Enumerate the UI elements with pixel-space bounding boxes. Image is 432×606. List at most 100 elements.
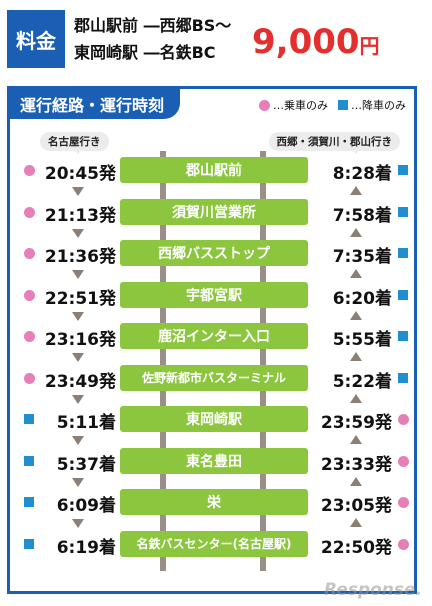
alighting-square-icon <box>24 414 34 424</box>
direction-down-arrow-icon <box>72 477 84 487</box>
departure-arrival-time-left: 20:45発 <box>44 164 116 184</box>
direction-label-right: 西郷・須賀川・郡山行き <box>268 132 400 151</box>
direction-pointer-right-icon <box>350 147 362 154</box>
stop-row: 6:09着栄 23:05発 <box>10 487 414 517</box>
stop-row: 21:36発 西郷バスストップ 7:35着 <box>10 238 414 268</box>
boarding-dot-icon <box>24 331 35 342</box>
timetable-panel: 運行経路・運行時刻 …乗車のみ …降車のみ 名古屋行き 西郷・須賀川・郡山行き … <box>7 86 417 594</box>
legend-boarding: …乗車のみ <box>259 97 328 113</box>
boarding-dot-icon <box>398 455 409 467</box>
departure-arrival-time-right: 22:50発 <box>320 537 392 558</box>
alighting-square-icon <box>398 331 408 341</box>
boarding-dot-icon <box>398 497 409 508</box>
alighting-square-icon <box>398 289 408 300</box>
direction-down-arrow-icon <box>72 436 84 445</box>
departure-arrival-time-right: 5:22着 <box>332 371 392 392</box>
stop-row: 23:49発 佐野新都市バスターミナル 5:22着 <box>10 363 414 393</box>
boarding-dot-icon <box>398 414 409 425</box>
fare-amount: 9,000 <box>252 22 360 62</box>
direction-up-arrow-icon <box>350 269 362 278</box>
fare-route: 郡山駅前 ―西郷BS～ 東岡崎駅 ―名鉄BC <box>74 12 231 66</box>
legend-boarding-label: …乗車のみ <box>273 99 328 112</box>
stop-row: 23:16発 鹿沼インター入口 5:55着 <box>10 321 414 351</box>
direction-down-arrow-icon <box>72 394 84 404</box>
departure-arrival-time-right: 23:33発 <box>320 454 392 475</box>
departure-arrival-time-left: 23:16発 <box>44 330 116 350</box>
stop-row: 21:13発 須賀川営業所 7:58着 <box>10 197 414 227</box>
departure-arrival-time-left: 6:19着 <box>56 537 116 558</box>
departure-arrival-time-left: 21:13発 <box>44 205 116 226</box>
stop-row: 20:45発 郡山駅前 8:28着 <box>10 155 414 185</box>
boarding-dot-icon <box>259 99 270 111</box>
departure-arrival-time-right: 7:58着 <box>332 205 392 226</box>
timetable-title: 運行経路・運行時刻 <box>10 89 181 119</box>
legend-alighting-label: …降車のみ <box>351 99 406 112</box>
stop-name: 佐野新都市バスターミナル <box>120 364 308 391</box>
stop-name: 鹿沼インター入口 <box>120 323 308 349</box>
alighting-square-icon <box>24 455 34 466</box>
boarding-dot-icon <box>24 165 35 176</box>
direction-down-arrow-icon <box>72 311 84 321</box>
fare-currency: 円 <box>359 34 380 58</box>
fare-price: 9,000円 <box>252 22 380 62</box>
stop-name: 宇都宮駅 <box>120 281 308 308</box>
direction-down-arrow-icon <box>72 228 84 238</box>
stop-name: 栄 <box>120 489 308 515</box>
route-rail-left <box>160 151 166 571</box>
direction-up-arrow-icon <box>350 435 362 444</box>
stop-name: 名鉄バスセンター(名古屋駅) <box>120 530 308 557</box>
stop-row: 5:37着 東名豊田 23:33発 <box>10 446 414 476</box>
direction-up-arrow-icon <box>350 227 362 237</box>
direction-up-arrow-icon <box>350 476 362 486</box>
stop-name: 須賀川営業所 <box>120 198 308 225</box>
alighting-square-icon <box>398 206 408 217</box>
alighting-square-icon <box>398 165 408 175</box>
fare-route-line-1: 郡山駅前 ―西郷BS～ <box>74 16 232 35</box>
direction-down-arrow-icon <box>72 353 84 362</box>
boarding-dot-icon <box>398 538 409 550</box>
legend-alighting: …降車のみ <box>338 97 406 113</box>
departure-arrival-time-right: 23:05発 <box>320 496 392 516</box>
boarding-dot-icon <box>24 248 35 259</box>
boarding-dot-icon <box>24 372 35 384</box>
departure-arrival-time-left: 5:37着 <box>56 454 116 475</box>
fare-route-line-2: 東岡崎駅 ―名鉄BC <box>74 43 216 62</box>
boarding-dot-icon <box>24 206 35 218</box>
departure-arrival-time-right: 8:28着 <box>332 164 392 184</box>
direction-down-arrow-icon <box>72 270 84 279</box>
route-rail-right <box>260 151 266 571</box>
stop-name: 東岡崎駅 <box>120 406 308 432</box>
fare-badge: 料金 <box>7 10 65 68</box>
direction-up-arrow-icon <box>350 186 362 195</box>
departure-arrival-time-left: 6:09着 <box>56 496 116 516</box>
stop-row: 22:51発 宇都宮駅 6:20着 <box>10 280 414 310</box>
stop-name: 郡山駅前 <box>120 157 308 183</box>
departure-arrival-time-right: 5:55着 <box>332 330 392 350</box>
alighting-square-icon <box>24 497 34 507</box>
alighting-square-icon <box>398 372 408 383</box>
departure-arrival-time-right: 7:35着 <box>332 247 392 267</box>
direction-up-arrow-icon <box>350 352 362 361</box>
direction-down-arrow-icon <box>72 187 84 196</box>
watermark-logo: Response. <box>324 580 422 600</box>
stop-name: 西郷バスストップ <box>120 240 308 266</box>
boarding-dot-icon <box>24 289 35 301</box>
departure-arrival-time-left: 21:36発 <box>44 247 116 267</box>
stop-row: 6:19着 名鉄バスセンター(名古屋駅) 22:50発 <box>10 529 414 559</box>
alighting-square-icon <box>338 100 348 110</box>
alighting-square-icon <box>398 248 408 258</box>
direction-label-left: 名古屋行き <box>40 132 109 151</box>
stop-row: 5:11着 東岡崎駅 23:59発 <box>10 404 414 434</box>
direction-up-arrow-icon <box>350 393 362 403</box>
direction-pointer-left-icon <box>72 147 84 154</box>
departure-arrival-time-left: 23:49発 <box>44 371 116 392</box>
departure-arrival-time-right: 6:20着 <box>332 288 392 309</box>
direction-up-arrow-icon <box>350 518 362 527</box>
direction-up-arrow-icon <box>350 310 362 320</box>
departure-arrival-time-left: 22:51発 <box>44 288 116 309</box>
stop-name: 東名豊田 <box>120 447 308 474</box>
direction-down-arrow-icon <box>72 519 84 528</box>
departure-arrival-time-left: 5:11着 <box>56 413 116 433</box>
departure-arrival-time-right: 23:59発 <box>320 413 392 433</box>
legend: …乗車のみ …降車のみ <box>259 97 406 113</box>
